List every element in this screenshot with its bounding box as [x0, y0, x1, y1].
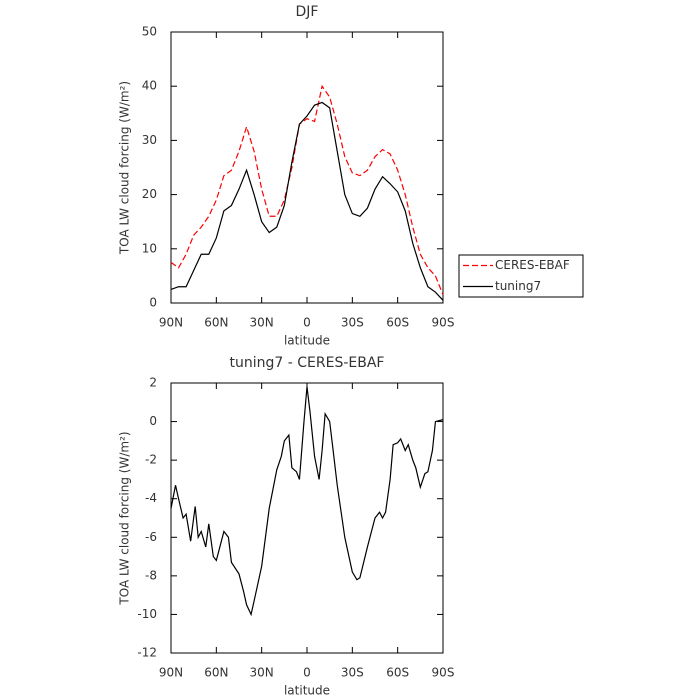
x-axis-label: latitude: [284, 684, 330, 698]
x-tick-label: 90S: [432, 666, 455, 680]
chart-title: DJF: [296, 4, 319, 20]
y-tick-label: 30: [142, 133, 157, 147]
x-tick-label: 60S: [386, 316, 409, 330]
y-tick-label: -2: [145, 453, 157, 467]
y-tick-label: 50: [142, 25, 157, 39]
x-tick-label: 30S: [341, 666, 364, 680]
legend-label: CERES-EBAF: [495, 258, 570, 272]
x-tick-label: 30N: [250, 316, 274, 330]
y-tick-label: 0: [149, 296, 157, 310]
x-tick-label: 60S: [386, 666, 409, 680]
series-line: [170, 84, 444, 296]
y-tick-label: 2: [149, 376, 157, 390]
y-tick-label: -6: [145, 530, 157, 544]
chart-title: tuning7 - CERES-EBAF: [230, 355, 385, 371]
legend-label: tuning7: [495, 279, 541, 293]
plot-frame: [170, 382, 444, 654]
y-axis-label: TOA LW cloud forcing (W/m²): [118, 81, 132, 255]
y-tick-label: 20: [142, 187, 157, 201]
y-tick-label: -4: [145, 491, 157, 505]
x-tick-label: 90N: [159, 666, 183, 680]
x-axis-label: latitude: [284, 334, 330, 348]
y-tick-label: -10: [137, 607, 157, 621]
y-tick-label: 0: [149, 414, 157, 428]
x-tick-label: 90S: [432, 316, 455, 330]
y-tick-label: -8: [145, 568, 157, 582]
y-tick-label: 10: [142, 241, 157, 255]
x-tick-label: 60N: [204, 666, 228, 680]
plot-frame: [170, 31, 444, 304]
y-axis-label: TOA LW cloud forcing (W/m²): [118, 431, 132, 605]
x-tick-label: 90N: [159, 316, 183, 330]
y-tick-label: -12: [137, 646, 157, 660]
series-line: [170, 101, 444, 301]
x-tick-label: 30S: [341, 316, 364, 330]
y-tick-label: 40: [142, 79, 157, 93]
x-tick-label: 0: [303, 316, 311, 330]
series-line: [170, 386, 444, 617]
legend-box: [458, 254, 584, 298]
x-tick-label: 60N: [204, 316, 228, 330]
x-tick-label: 30N: [250, 666, 274, 680]
x-tick-label: 0: [303, 666, 311, 680]
